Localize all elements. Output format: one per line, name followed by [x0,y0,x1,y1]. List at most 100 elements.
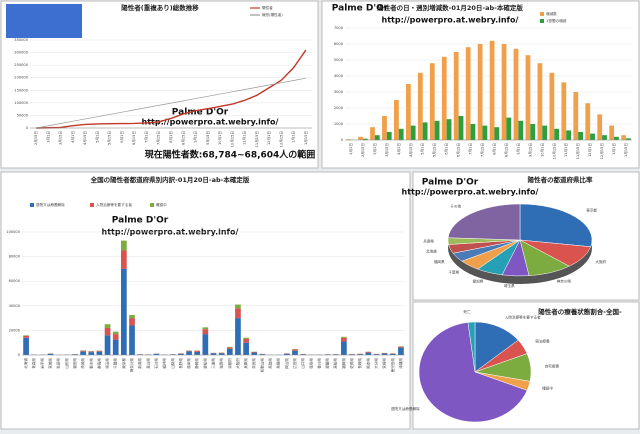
x-tick-label: 6月1日 [444,143,449,155]
bar-segment [97,352,103,355]
y-tick-label: 7000 [334,26,344,30]
bar [447,119,452,140]
bar-segment [227,349,233,355]
x-tick-label: 8月1日 [168,131,173,143]
bar-segment [398,347,404,348]
annotation: 現在陽性者数:68,784~68,604人の範囲 [145,149,316,161]
legend-label: 1週間の増減 [546,18,567,23]
x-tick-label: 福井県 [162,358,167,369]
legend-label: 退院又は療養解除 [36,202,65,207]
x-tick-label: 9月15日 [205,131,210,145]
bar-segment [23,335,29,336]
legend-swatch [540,12,544,16]
bar [502,44,507,140]
bar-segment [80,352,86,355]
x-tick-label: 1月15日 [623,143,628,157]
x-tick-label: 福岡県 [341,358,346,369]
x-tick-label: 1月15日 [303,131,308,145]
x-tick-label: 熊本県 [365,358,370,369]
annotation: http://powerpro.at.webry.info/ [382,16,519,25]
bar-segment [235,308,241,318]
x-tick-label: 島根県 [276,358,281,369]
y-tick-label: 100000 [6,230,20,234]
x-tick-label: 6月15日 [456,143,461,157]
bar-segment [121,250,127,268]
y-tick-label: 250000 [14,63,28,67]
bar-segment [88,351,94,352]
bar [394,100,399,140]
x-tick-label: 徳島県 [308,358,313,369]
bar-segment [341,337,347,338]
x-tick-label: 5月1日 [94,131,99,143]
legend-swatch [540,19,544,23]
x-tick-label: 7月1日 [143,131,148,143]
legend-label: 陽性者 [262,5,273,10]
bar-segment [202,334,208,355]
x-tick-label: 5月1日 [420,143,425,155]
bar [578,132,583,140]
panel [1,172,410,429]
slice-label: 福岡県 [434,259,445,264]
x-tick-label: 2月15日 [33,131,38,145]
bar-segment [341,341,347,355]
bar [609,126,614,140]
slice-label: 北海道 [426,248,437,253]
x-tick-label: 宮城県 [48,358,53,369]
y-tick-label: 1000 [334,122,344,126]
bar-segment [398,348,404,355]
bar-segment [292,349,298,350]
bar [358,137,363,140]
y-tick-label: 2000 [334,106,344,110]
bar [423,122,428,140]
x-tick-label: 12月15日 [599,143,604,159]
legend-swatch [150,203,154,207]
bar-segment [113,332,119,334]
y-tick-label: 40000 [9,304,21,308]
x-tick-label: 4月15日 [408,143,413,157]
y-tick-label: 4000 [334,74,344,78]
x-tick-label: 埼玉県 [105,358,110,369]
chart-title: 陽性者の療養状態割合-全国- [538,307,622,316]
bar-segment [211,353,217,355]
x-tick-label: 三重県 [211,358,216,369]
bar [518,121,523,140]
bar-segment [186,351,192,355]
bar [430,63,435,140]
x-tick-label: 東京都 [121,358,126,369]
bar-segment [97,351,103,352]
bar [411,126,416,140]
bar [406,84,411,140]
x-tick-label: 青森県 [31,358,36,369]
bar [454,52,459,140]
x-tick-label: 11月15日 [575,143,580,159]
bar-segment [80,351,86,352]
bar [483,126,488,140]
bar [530,124,535,140]
slice-label: 死亡 [463,309,471,314]
legend-swatch [30,203,34,207]
bar-segment [88,352,94,355]
x-tick-label: 岐阜県 [186,358,191,369]
y-tick-label: 350000 [14,38,28,42]
bar [466,47,471,140]
bar-segment [121,241,127,251]
bar-segment [243,343,249,355]
info-box [6,4,82,38]
y-tick-label: 300000 [14,51,28,55]
x-tick-label: 5月15日 [107,131,112,145]
bar-segment [129,318,135,325]
bar [526,55,531,140]
bar [573,92,578,140]
bar-segment [202,327,208,329]
x-tick-label: 8月15日 [503,143,508,157]
x-tick-label: 11月1日 [242,131,247,145]
x-tick-label: 群馬県 [96,358,101,369]
x-tick-label: 3月1日 [372,143,377,155]
chart-title: 全国の陽性者都道府県別内訳-01月20日-ab-本確定版 [90,175,250,184]
bar [554,129,559,140]
bar-segment [202,329,208,334]
legend-label: 確認中 [156,202,167,207]
bar [506,118,511,140]
bar [542,126,547,140]
y-tick-label: 5000 [334,58,344,62]
